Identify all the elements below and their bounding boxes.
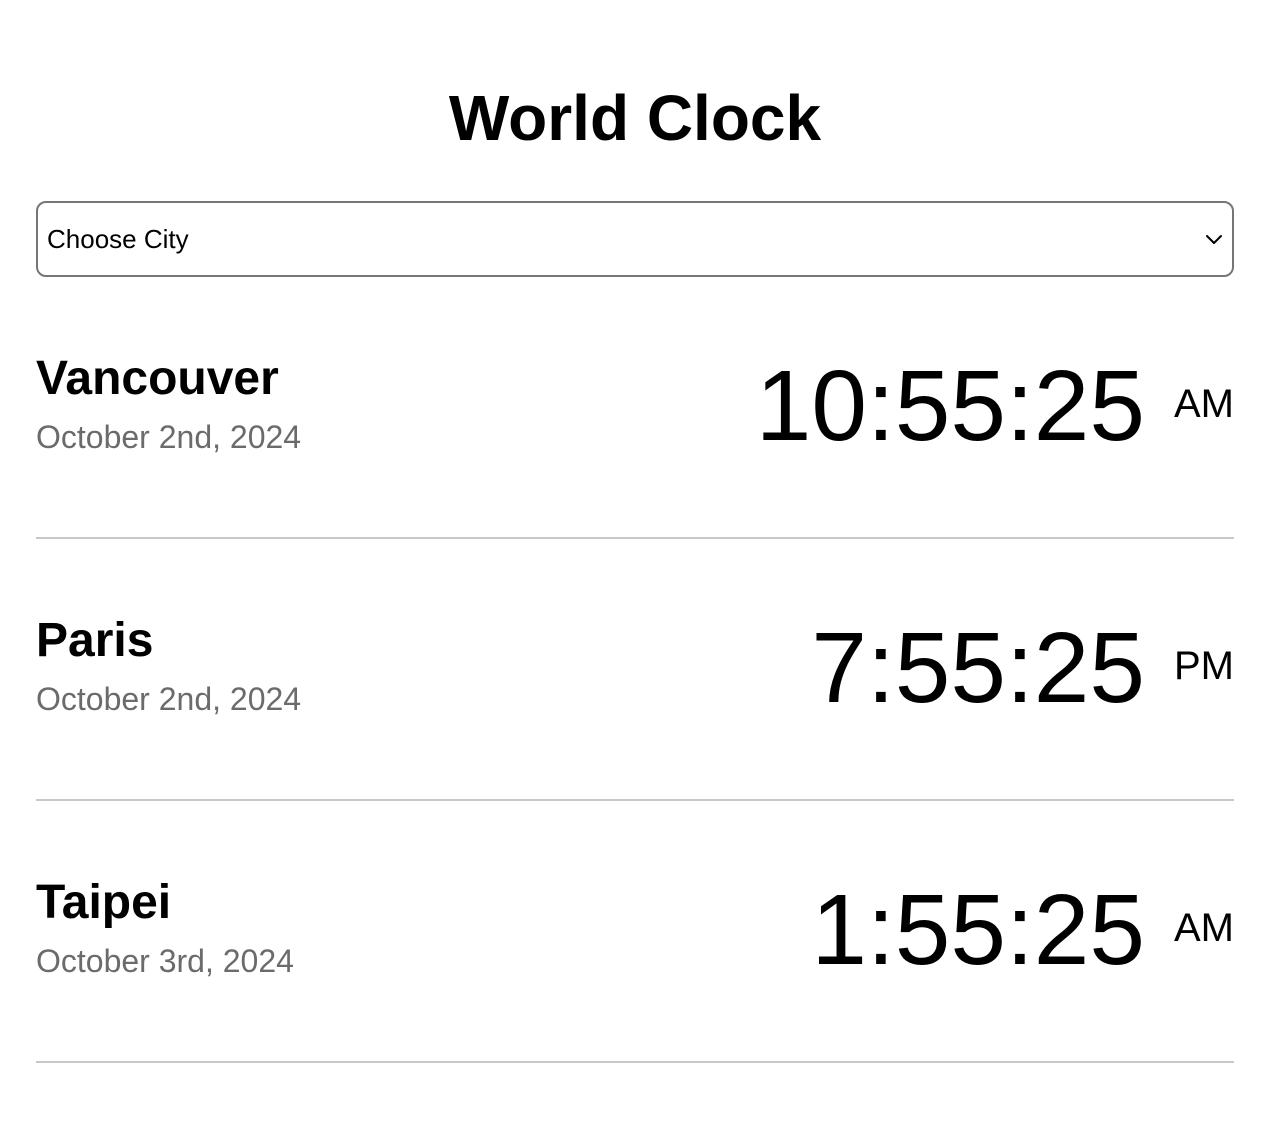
city-row-vancouver: Vancouver October 2nd, 2024 10:55:25 AM — [36, 277, 1234, 539]
city-am-pm: PM — [1174, 644, 1234, 688]
city-row-paris: Paris October 2nd, 2024 7:55:25 PM — [36, 539, 1234, 801]
city-date: October 2nd, 2024 — [36, 681, 302, 717]
chevron-down-icon — [1206, 235, 1222, 244]
city-time: 7:55:25 — [811, 612, 1145, 724]
page-title: World Clock — [448, 82, 822, 154]
city-date: October 2nd, 2024 — [36, 419, 302, 455]
city-row-taipei: Taipei October 3rd, 2024 1:55:25 AM — [36, 801, 1234, 1063]
city-date: October 3rd, 2024 — [36, 943, 294, 979]
city-name: Paris — [36, 614, 154, 667]
city-am-pm: AM — [1174, 382, 1234, 426]
city-time: 1:55:25 — [811, 874, 1145, 986]
city-select[interactable]: Choose City — [36, 201, 1234, 277]
city-select-value: Choose City — [47, 224, 189, 254]
city-am-pm: AM — [1174, 906, 1234, 950]
city-name: Vancouver — [36, 352, 279, 405]
city-time: 10:55:25 — [755, 350, 1145, 462]
city-name: Taipei — [36, 876, 172, 929]
